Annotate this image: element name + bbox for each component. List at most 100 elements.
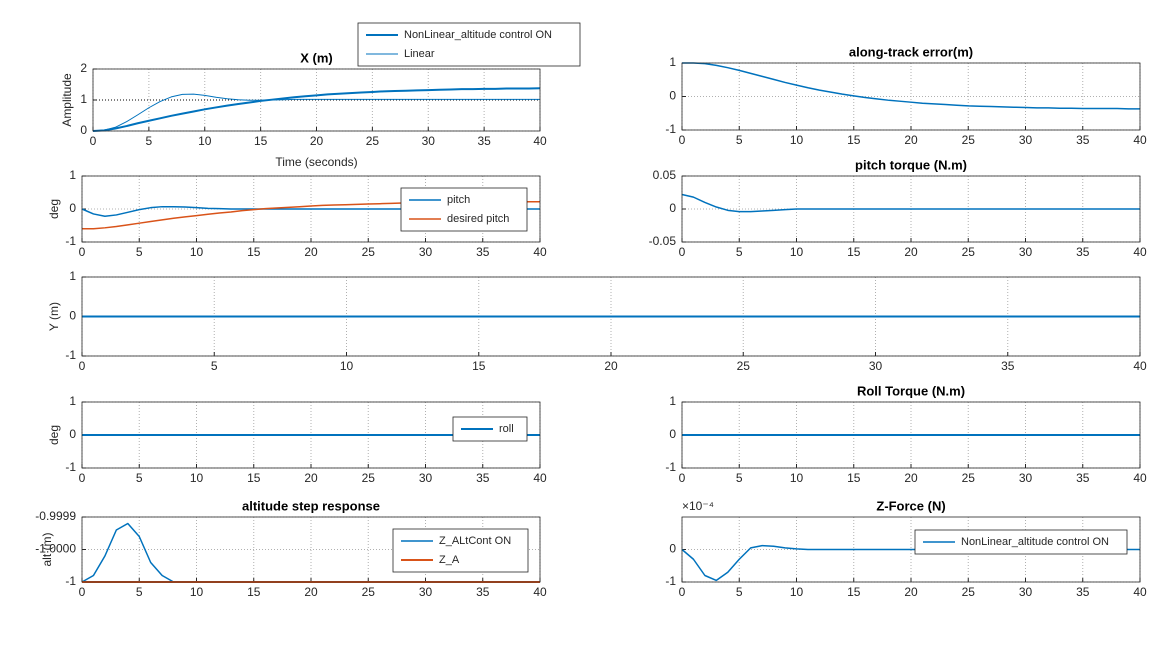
x-tick-label: 0 [79,245,86,259]
y-tick-label: -0.9999 [35,509,76,523]
x-tick-label: 0 [679,471,686,485]
legend-box [357,22,581,67]
y-tick-label: 1 [669,394,676,408]
x-tick-label: 5 [736,585,743,599]
y-tick-label: 0 [669,542,676,556]
y-tick-label: -1 [665,574,676,588]
x-tick-label: 15 [247,245,261,259]
x-tick-label: 10 [790,585,804,599]
line-series [682,62,1140,110]
axes-box [681,516,1141,583]
axis-multiplier: ×10⁻⁴ [682,499,714,513]
x-tick-label: 35 [477,134,491,148]
y-tick-label: -1 [65,234,76,248]
x-tick-label: 25 [962,133,976,147]
y-tick-label: 0 [69,201,76,215]
legend-label: Linear [404,48,435,60]
y-tick-label: -1 [665,122,676,136]
x-tick-label: 10 [790,133,804,147]
x-tick-label: 20 [904,133,918,147]
x-axis-label: Time (seconds) [275,155,357,169]
y-tick-label: -1 [65,348,76,362]
x-tick-label: 10 [198,134,212,148]
x-tick-label: 25 [362,245,376,259]
x-tick-label: 25 [362,585,376,599]
x-tick-label: 35 [476,245,490,259]
x-tick-label: 40 [533,245,547,259]
x-tick-label: 20 [904,245,918,259]
axes-box [81,401,541,469]
x-tick-label: 35 [1076,133,1090,147]
y-axis-label: Amplitude [60,73,74,127]
x-tick-label: 40 [1133,471,1147,485]
axes-box [681,62,1141,131]
axes-box [681,175,1141,243]
x-tick-label: 5 [136,471,143,485]
y-tick-label: 0.05 [653,168,677,182]
x-tick-label: 15 [247,471,261,485]
y-tick-label: -1.0000 [35,542,76,556]
x-tick-label: 5 [211,359,218,373]
x-tick-label: 15 [472,359,486,373]
x-tick-label: 35 [1076,585,1090,599]
y-tick-label: 1 [80,92,87,106]
x-tick-label: 40 [1133,245,1147,259]
x-tick-label: 15 [847,133,861,147]
x-tick-label: 20 [304,471,318,485]
axes-box [681,401,1141,469]
x-tick-label: 30 [869,359,883,373]
x-tick-label: 0 [679,245,686,259]
y-tick-label: -1 [65,460,76,474]
x-tick-label: 40 [533,471,547,485]
line-series [681,193,1140,213]
subplot-title: pitch torque (N.m) [855,157,967,172]
y-tick-label: -1 [665,460,676,474]
legend-label: Z_ALtCont ON [439,535,511,547]
x-tick-label: 0 [79,471,86,485]
x-tick-label: 10 [790,471,804,485]
subplot-title: along-track error(m) [849,44,973,59]
subplot-title: Z-Force (N) [876,498,945,513]
x-tick-label: 15 [254,134,268,148]
x-tick-label: 20 [904,585,918,599]
y-axis-label: alt (m) [40,533,54,567]
x-tick-label: 10 [790,245,804,259]
x-tick-label: 0 [79,585,86,599]
line-series [92,93,540,132]
y-tick-label: 0 [669,427,676,441]
x-tick-label: 0 [79,359,86,373]
legend-label: desired pitch [447,213,509,225]
x-tick-label: 30 [422,134,436,148]
y-tick-label: 1 [69,269,76,283]
line-series [92,87,541,132]
x-tick-label: 5 [736,133,743,147]
y-axis-label: deg [47,425,61,445]
axes-box [81,276,1141,357]
x-tick-label: 0 [679,585,686,599]
y-tick-label: 1 [69,394,76,408]
legend-label: NonLinear_altitude control ON [961,536,1109,548]
legend-label: pitch [447,194,470,206]
x-tick-label: 0 [679,133,686,147]
y-tick-label: 0 [80,123,87,137]
x-tick-label: 5 [136,245,143,259]
axes-box [81,516,541,583]
y-tick-label: 1 [669,55,676,69]
x-tick-label: 30 [1019,245,1033,259]
subplot-title: altitude step response [242,498,380,513]
x-tick-label: 10 [190,245,204,259]
y-tick-label: -0.05 [649,234,677,248]
y-axis-label: deg [47,199,61,219]
x-tick-label: 15 [247,585,261,599]
x-tick-label: 40 [533,134,547,148]
legend-label: Z_A [439,554,460,566]
subplot-title: Roll Torque (N.m) [857,383,965,398]
x-tick-label: 30 [419,585,433,599]
x-tick-label: 30 [1019,471,1033,485]
